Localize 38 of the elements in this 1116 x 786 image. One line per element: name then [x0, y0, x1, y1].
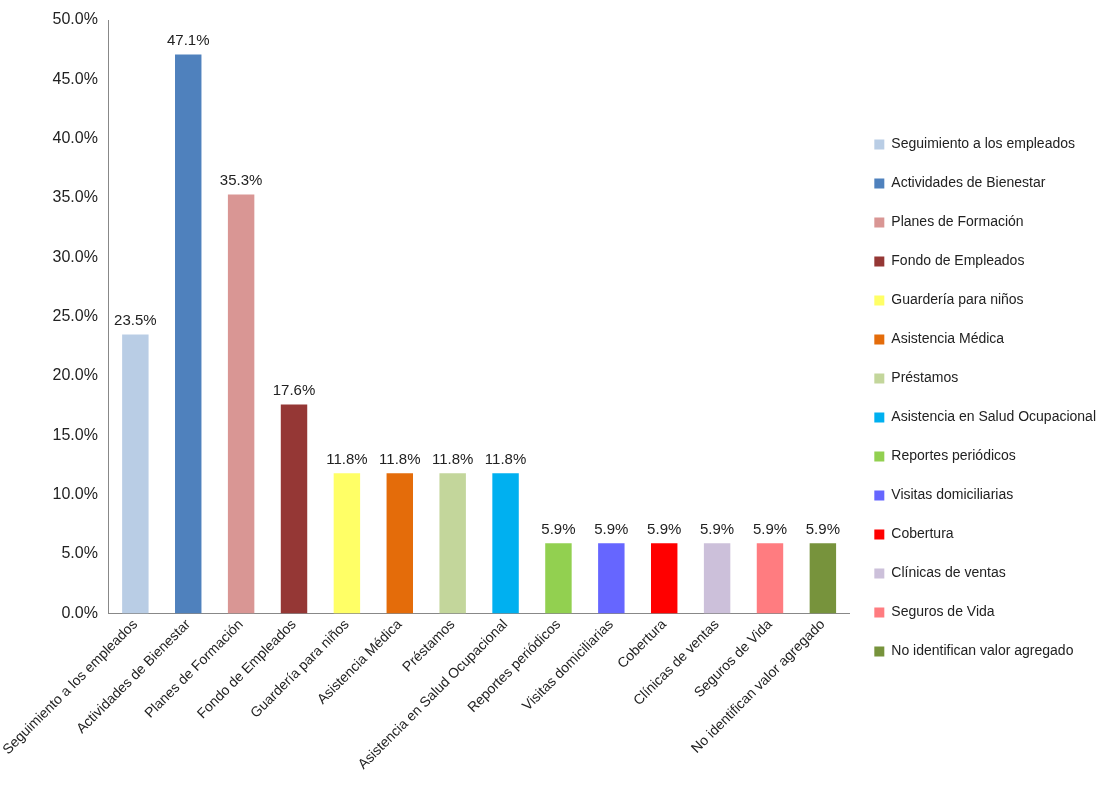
data-label: 5.9% — [594, 520, 629, 538]
legend-label: Clínicas de ventas — [891, 564, 1006, 581]
legend-label: Asistencia en Salud Ocupacional — [891, 408, 1097, 425]
legend-label: Fondo de Empleados — [891, 252, 1025, 269]
data-label: 5.9% — [541, 520, 576, 538]
legend-label: Préstamos — [891, 369, 959, 386]
legend-label: Seguimiento a los empleados — [891, 135, 1075, 152]
data-label: 5.9% — [700, 520, 735, 538]
legend-label: Reportes periódicos — [891, 447, 1016, 464]
legend-label: Asistencia Médica — [891, 330, 1005, 347]
y-tick-label: 40.0% — [52, 129, 98, 147]
y-tick-label: 30.0% — [52, 247, 98, 265]
legend-label: Planes de Formación — [891, 213, 1024, 230]
y-tick-label: 15.0% — [52, 425, 98, 443]
legend-label: Seguros de Vida — [891, 603, 995, 620]
data-label: 47.1% — [166, 31, 210, 49]
y-tick-label: 25.0% — [52, 307, 98, 325]
data-label: 11.8% — [484, 449, 527, 467]
y-tick-label: 20.0% — [52, 366, 98, 384]
y-tick-label: 35.0% — [52, 188, 98, 206]
data-label: 5.9% — [647, 520, 682, 538]
legend-label: Visitas domiciliarias — [891, 486, 1014, 503]
y-tick-label: 5.0% — [61, 544, 98, 562]
legend-label: Cobertura — [891, 525, 954, 542]
y-tick-label: 10.0% — [52, 485, 98, 503]
data-label: 5.9% — [752, 520, 788, 538]
data-label: 23.5% — [114, 311, 157, 329]
data-label: 35.3% — [219, 171, 263, 189]
data-label: 17.6% — [272, 381, 316, 399]
data-label: 11.8% — [431, 449, 474, 467]
data-label: 5.9% — [805, 520, 840, 538]
data-label: 11.8% — [379, 449, 421, 467]
y-tick-label: 50.0% — [52, 10, 98, 28]
legend-label: Actividades de Bienestar — [891, 174, 1046, 191]
y-tick-label: 45.0% — [52, 69, 98, 87]
y-tick-label: 0.0% — [61, 603, 98, 621]
legend-label: Guardería para niños — [891, 291, 1024, 308]
data-label: 11.8% — [326, 449, 368, 467]
